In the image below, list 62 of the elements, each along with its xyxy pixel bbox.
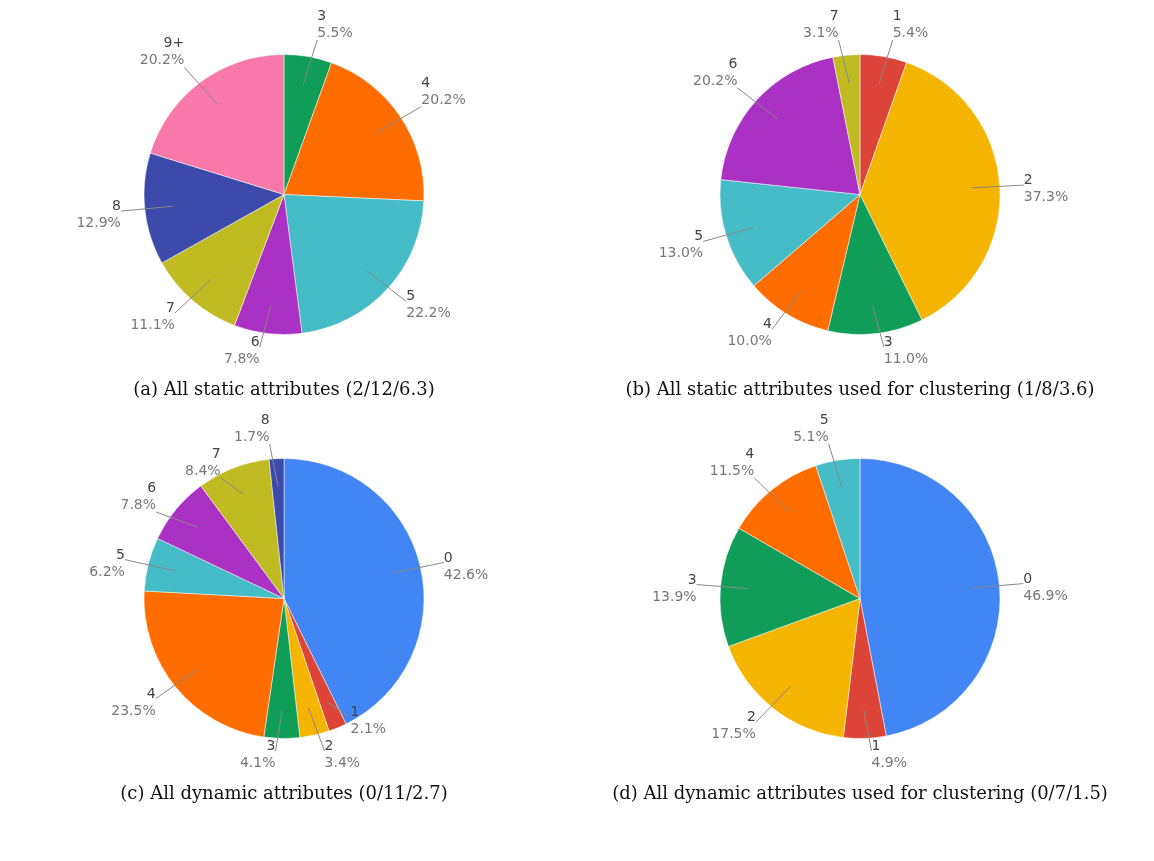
data-label: 11.0%: [883, 350, 929, 366]
data-label: 5.1%: [793, 428, 829, 444]
slice-label: 0: [1023, 569, 1033, 586]
data-label: 4.1%: [239, 754, 276, 770]
data-label: 6.2%: [89, 562, 125, 579]
data-label: 8.4%: [185, 462, 221, 478]
slice-label: 7: [211, 445, 221, 461]
data-label: 13.0%: [658, 244, 704, 261]
data-label: 7.8%: [120, 496, 157, 512]
slice-label: 7: [166, 299, 175, 315]
data-label: 46.9%: [1023, 586, 1068, 603]
slice-label: 6: [250, 333, 260, 349]
data-label: 10.0%: [727, 332, 772, 349]
data-label: 3.1%: [803, 24, 839, 40]
text: (b) All static attributes used for clustering (1/8/3.6): [625, 378, 1095, 399]
data-label: 13.9%: [652, 587, 697, 604]
slice-label: 4: [146, 684, 156, 701]
data-label: 11.5%: [709, 462, 755, 478]
data-label: 11.1%: [130, 316, 175, 332]
text: (a) All static attributes (2/12/6.3): [133, 378, 435, 399]
slice-label: 1: [350, 703, 360, 719]
slice-label: 7: [829, 7, 839, 23]
data-label: 20.2%: [692, 71, 738, 88]
data-label: 5.5%: [317, 24, 353, 40]
data-label: 23.5%: [111, 701, 156, 718]
slice-label: 6: [728, 54, 738, 71]
slice-label: 2: [324, 737, 334, 753]
slice-label: 4: [762, 315, 772, 332]
slice-label: 3: [883, 333, 893, 349]
slice-label: 5: [694, 227, 704, 244]
slice-label: 4: [421, 73, 431, 90]
data-label: 7.8%: [224, 350, 260, 366]
slice-label: 8: [111, 197, 121, 214]
data-label: 1.7%: [233, 428, 270, 444]
slice-label: 2: [1023, 171, 1033, 188]
data-label: 37.3%: [1023, 188, 1069, 205]
slice-label: 2: [746, 708, 756, 725]
data-label: 3.4%: [324, 754, 361, 770]
text: (d) All dynamic attributes used for clustering (0/7/1.5): [612, 782, 1108, 803]
data-label: 17.5%: [711, 725, 756, 742]
slice-label: 0: [443, 548, 453, 565]
data-label: 12.9%: [76, 214, 121, 231]
slice-label: 1: [871, 737, 881, 753]
slice-label: 1: [892, 7, 902, 23]
slice-label: 3: [266, 737, 276, 753]
slice-label: 4: [745, 445, 755, 461]
data-label: 2.1%: [350, 720, 387, 736]
slice-label: 5: [115, 545, 125, 562]
data-label: 20.2%: [139, 51, 185, 68]
slice-label: 3: [317, 7, 327, 23]
slice-label: 9+: [163, 34, 185, 51]
slice-label: 5: [819, 411, 829, 427]
slice-label: 3: [687, 570, 697, 587]
slice-label: 5: [406, 287, 416, 304]
data-label: 22.2%: [406, 304, 451, 321]
data-label: 42.6%: [443, 565, 489, 582]
slice-label: 8: [260, 411, 270, 427]
data-label: 5.4%: [892, 24, 929, 40]
data-label: 20.2%: [421, 90, 466, 107]
text: (c) All dynamic attributes (0/11/2.7): [120, 782, 448, 803]
data-label: 4.9%: [871, 754, 908, 770]
slice-label: 6: [147, 479, 157, 495]
